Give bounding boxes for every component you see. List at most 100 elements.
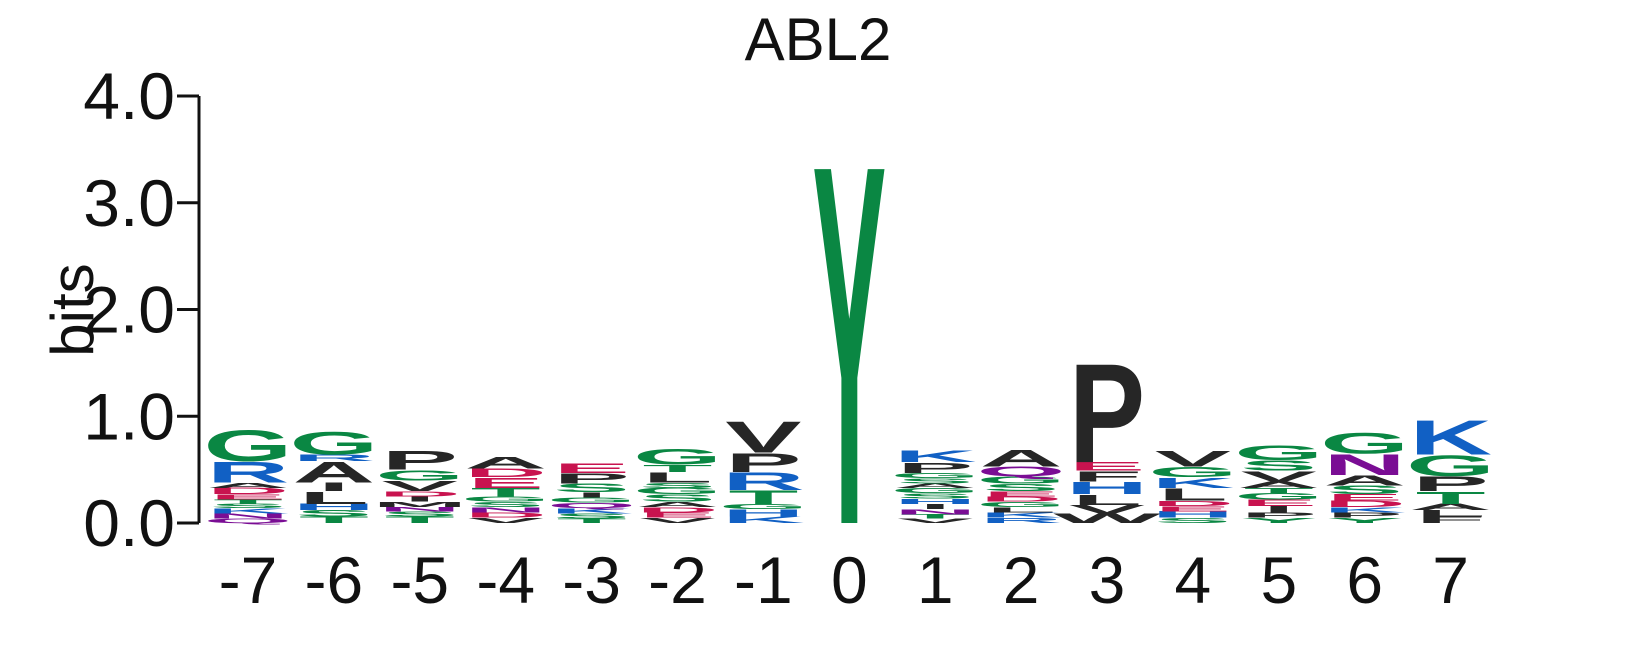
residue-letter: T	[728, 487, 798, 509]
residue-letter: V	[468, 516, 544, 524]
residue-letter: G	[1320, 426, 1409, 460]
residue-letter: L	[299, 488, 369, 508]
residue-letter: V	[1069, 503, 1145, 516]
residue-letter: T	[299, 515, 369, 525]
residue-letter: E	[1069, 460, 1145, 473]
residue-letter: E	[1155, 505, 1231, 513]
residue-letter: L	[986, 506, 1056, 514]
residue-letter: S	[639, 492, 715, 504]
residue-letter: V	[1241, 468, 1317, 485]
residue-letter: L	[1158, 485, 1228, 505]
residue-letter: G	[891, 472, 980, 480]
residue-letter: R	[207, 455, 290, 489]
residue-letter: G	[719, 502, 808, 510]
y-axis: 0.0 1.0 2.0 3.0 4.0	[83, 59, 201, 560]
position-label: 1	[917, 543, 954, 617]
residue-letter: S	[210, 503, 286, 510]
residue-letter: S	[553, 512, 629, 520]
residue-letter: H	[293, 502, 376, 512]
residue-letter: S	[897, 477, 973, 485]
y-axis-label: bits	[39, 263, 106, 356]
residue-letter: P	[1327, 511, 1403, 519]
residue-letter: K	[1409, 410, 1492, 465]
residue-letter: S	[553, 481, 629, 494]
residue-letter: I	[318, 480, 350, 493]
residue-letter: G	[375, 467, 464, 484]
residue-letter: E	[1241, 498, 1317, 508]
residue-letter: N	[894, 508, 977, 516]
residue-letter: K	[1323, 506, 1406, 514]
chart-title: ABL2	[745, 6, 892, 73]
residue-letter: S	[1327, 483, 1403, 496]
position-label: -7	[219, 543, 278, 617]
residue-letter: T	[900, 513, 970, 520]
residue-letter: E	[468, 474, 544, 491]
residue-letter: D	[207, 486, 290, 496]
residue-letter: G	[633, 444, 722, 469]
residue-letter: S	[382, 510, 458, 518]
residue-letter: G	[289, 425, 378, 462]
position-label: 6	[1346, 543, 1383, 617]
residue-letter: K	[722, 515, 805, 525]
residue-letter: F	[1072, 468, 1142, 485]
residue-letter: Q	[977, 464, 1066, 479]
residue-letter: S	[897, 492, 973, 500]
residue-letter: G	[977, 474, 1066, 486]
residue-letter: T	[471, 486, 541, 499]
residue-letter: F	[1416, 515, 1486, 525]
residue-letter: Y	[812, 57, 886, 632]
residue-letter: Y	[1241, 516, 1317, 524]
position-label: -5	[390, 543, 449, 617]
residue-letter: D	[636, 506, 719, 514]
residue-letter: G	[1148, 464, 1237, 481]
y-tick-label: 4.0	[83, 59, 175, 133]
residue-letter: P	[1241, 511, 1317, 519]
residue-letter: G	[461, 495, 550, 503]
position-label: -1	[734, 543, 793, 617]
residue-letter: E	[553, 461, 629, 476]
position-label: 3	[1089, 543, 1126, 617]
residue-letter: A	[1409, 502, 1492, 512]
residue-letter: G	[977, 500, 1066, 508]
residue-letter: D	[980, 495, 1063, 503]
residue-letter: L	[1416, 509, 1486, 519]
residue-letter: T	[385, 515, 455, 525]
residue-letter: L	[643, 469, 713, 486]
residue-letter: T	[213, 498, 283, 505]
residue-letter: N	[207, 512, 290, 520]
position-label: 0	[831, 543, 868, 617]
residue-letter: I	[404, 495, 436, 503]
residue-letter: H	[894, 497, 977, 505]
residue-letter: G	[891, 486, 980, 494]
position-label: -2	[648, 543, 707, 617]
residue-letter: P	[725, 448, 801, 478]
residue-letter: V	[897, 518, 973, 525]
residue-letter: S	[296, 509, 372, 519]
residue-letter: A	[636, 500, 719, 508]
position-label: 5	[1260, 543, 1297, 617]
residue-letter: V	[639, 516, 715, 524]
position-label: -6	[305, 543, 364, 617]
residue-letter: A	[1323, 472, 1406, 489]
residue-letter: S	[639, 481, 715, 489]
residue-letter: K	[894, 447, 977, 465]
residue-letter: R	[722, 467, 805, 495]
residue-letter: P	[553, 470, 629, 487]
residue-letter: V	[1155, 446, 1231, 471]
position-label: 2	[1003, 543, 1040, 617]
residue-letter: P	[1069, 336, 1145, 493]
residue-letter: R	[293, 453, 376, 463]
residue-letter: L	[1072, 491, 1142, 508]
residue-letter: G	[633, 486, 722, 496]
position-label: -4	[476, 543, 535, 617]
residue-letter: S	[983, 482, 1059, 494]
residue-letter: A	[980, 445, 1063, 472]
residue-letter: I	[1263, 504, 1295, 514]
residue-letter: E	[983, 490, 1059, 498]
residue-letter: S	[1155, 516, 1231, 524]
y-tick-label: 0.0	[83, 486, 175, 560]
residue-letter: K	[980, 511, 1063, 519]
residue-letter: A	[894, 482, 977, 489]
y-tick-label: 2.0	[83, 273, 175, 347]
residue-letter: I	[576, 491, 608, 499]
